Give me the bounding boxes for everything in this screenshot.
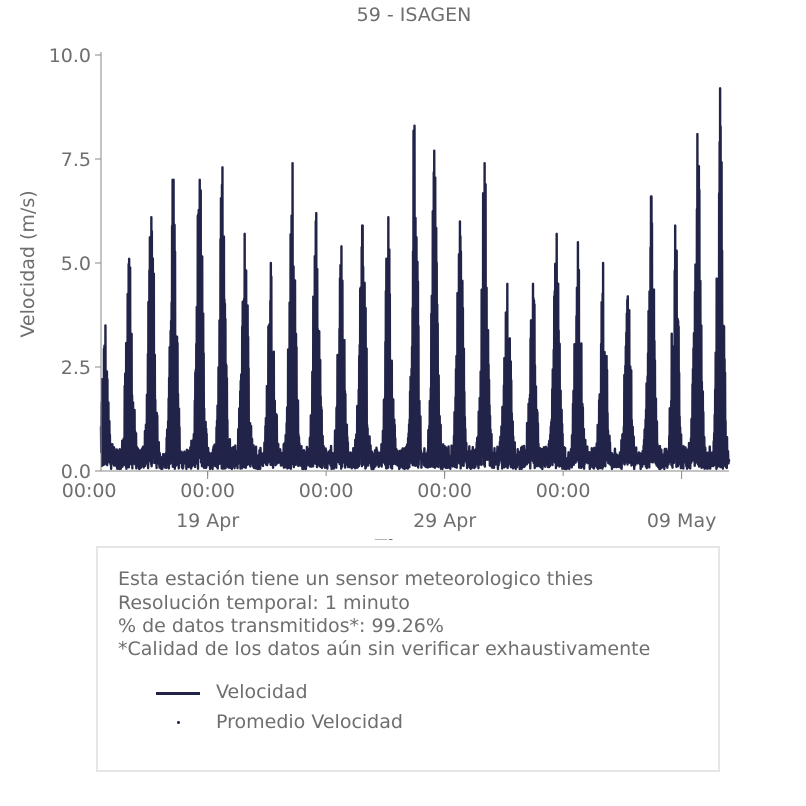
x-tick-label: 00:00 <box>299 480 354 502</box>
info-resolution: Resolución temporal: 1 minuto <box>118 592 410 614</box>
promedio-velocidad-point <box>727 458 731 462</box>
x-tick-label: 00:00 <box>180 480 235 502</box>
x-date-label: 19 Apr <box>176 510 239 532</box>
x-tick-label: 00:00 <box>536 480 591 502</box>
x-tick-label: 00:00 <box>417 480 472 502</box>
legend-item-velocidad: Velocidad <box>156 681 476 705</box>
x-date-label: 29 Apr <box>413 510 476 532</box>
legend-dot-swatch <box>177 721 180 724</box>
y-tick-label: 5.0 <box>61 253 91 275</box>
axes: 0.0 2.5 5.0 7.5 10.0 00:00 00:00 00:00 00:00 00:0… <box>49 45 729 540</box>
legend-item-promedio: Promedio Velocidad <box>156 711 476 735</box>
y-axis-label: Velocidad (m/s) <box>17 190 39 337</box>
info-data-percent: % de datos transmitidos*: 99.26% <box>118 615 444 637</box>
wind-speed-chart: 59 - ISAGEN Velocidad (m/s) 0.0 2.5 5.0 7.5… <box>17 4 731 540</box>
y-tick-label: 2.5 <box>61 357 91 379</box>
x-axis-label: Tiempo <box>375 536 454 540</box>
y-tick-label: 10.0 <box>49 45 91 67</box>
legend-line-swatch <box>156 692 200 695</box>
chart-title: 59 - ISAGEN <box>357 4 472 26</box>
legend-label-velocidad: Velocidad <box>216 681 308 703</box>
y-tick-label: 0.0 <box>61 461 91 483</box>
y-tick-label: 7.5 <box>61 149 91 171</box>
x-tick-label: 00:00 <box>62 480 117 502</box>
x-date-label: 09 May <box>647 510 717 532</box>
info-sensor: Esta estación tiene un sensor meteorolog… <box>118 568 594 590</box>
legend-label-promedio: Promedio Velocidad <box>216 711 403 733</box>
velocidad-line <box>99 87 730 471</box>
info-box: Esta estación tiene un sensor meteorolog… <box>96 546 720 772</box>
series-velocidad <box>99 87 731 471</box>
info-quality-note: *Calidad de los datos aún sin verificar … <box>118 638 651 660</box>
